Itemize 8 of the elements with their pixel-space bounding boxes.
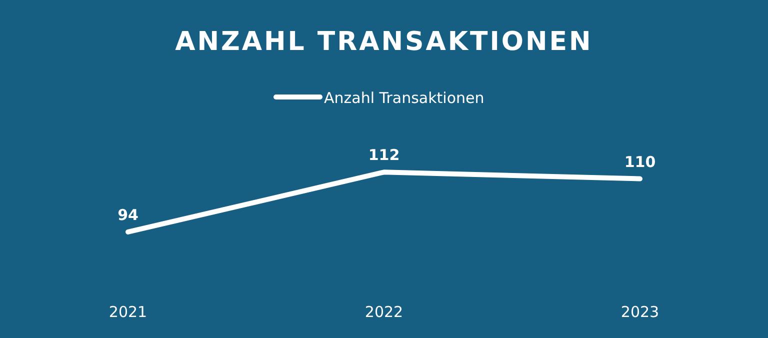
- legend-label: Anzahl Transaktionen: [324, 89, 484, 107]
- x-tick-label: 2021: [108, 303, 148, 321]
- data-label: 110: [624, 152, 656, 171]
- chart-title: ANZAHL TRANSAKTIONEN: [175, 27, 593, 57]
- x-tick-label: 2023: [620, 303, 660, 321]
- data-label: 112: [368, 146, 400, 164]
- data-label: 94: [118, 206, 138, 224]
- x-tick-label: 2022: [364, 303, 404, 321]
